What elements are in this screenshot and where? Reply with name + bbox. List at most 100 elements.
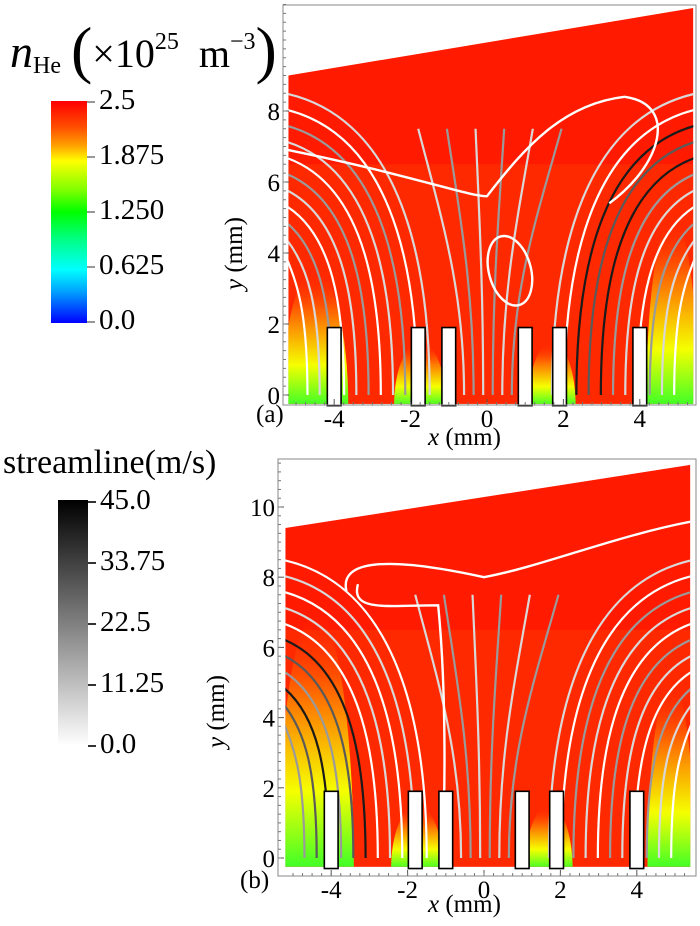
streamline-colorbar-title: streamline(m/s) — [3, 444, 217, 481]
streamline — [474, 128, 485, 396]
panel-a-low-density-region — [646, 217, 694, 404]
electrode — [514, 790, 530, 870]
streamline — [417, 128, 466, 396]
streamline — [648, 220, 694, 396]
density-colorbar-tick-label: 1.250 — [99, 194, 165, 226]
density-colorbar-tick-mark — [87, 266, 95, 268]
density-symbol: n — [10, 26, 33, 77]
streamline-colorbar-tick-label: 22.5 — [100, 606, 151, 638]
streamline-colorbar-tick-label: 11.25 — [100, 667, 165, 699]
y-tick-label: 4 — [268, 241, 281, 268]
streamline-colorbar-tick-mark — [88, 623, 96, 625]
streamline — [670, 717, 691, 859]
y-tick-label: 6 — [263, 635, 276, 662]
streamline — [285, 590, 404, 859]
streamline-colorbar-tick-mark — [88, 501, 96, 503]
streamline — [288, 188, 358, 396]
electrode — [326, 326, 342, 407]
streamline-colorbar-tick-mark — [88, 562, 96, 564]
streamline — [285, 637, 367, 859]
streamline — [660, 236, 694, 396]
streamline — [596, 621, 691, 859]
panel-a-frame — [282, 4, 697, 406]
streamline — [608, 637, 691, 859]
y-tick-label: 10 — [250, 495, 275, 522]
density-unit-exponent: −3 — [229, 28, 256, 55]
panel-a-tag: (a) — [256, 401, 284, 428]
streamline — [507, 594, 560, 859]
panel-b-frame — [277, 458, 697, 877]
streamline — [285, 558, 428, 859]
electrode — [410, 326, 426, 407]
streamline-colorbar-tick-mark — [88, 745, 96, 747]
x-tick-label: -4 — [321, 877, 342, 904]
panel-a-low-density-region — [394, 341, 447, 404]
streamline-recirculation — [288, 95, 659, 205]
streamline — [621, 653, 691, 859]
streamline — [488, 594, 503, 859]
y-tick-label: 6 — [268, 170, 281, 197]
x-tick-label: -4 — [324, 406, 345, 433]
panel-b-ylabel: y (mm) — [203, 675, 230, 748]
panel-b-tag: (b) — [240, 867, 270, 894]
density-unit: m — [198, 31, 230, 76]
electrode — [629, 790, 645, 870]
electrode — [438, 790, 454, 870]
streamline — [498, 594, 531, 859]
x-tick-label: -2 — [397, 877, 418, 904]
x-tick-label: -2 — [400, 406, 421, 433]
density-multiplier: ×10 — [92, 31, 155, 76]
density-exponent: 25 — [154, 28, 179, 55]
density-colorbar-tick-mark — [87, 321, 95, 323]
panel-b-low-density-region — [391, 805, 444, 867]
y-tick-label: 8 — [268, 99, 281, 126]
streamline — [645, 685, 691, 859]
density-colorbar-tick-mark — [87, 101, 95, 103]
panel-a-plot: -4 -2 0 2 4 0 2 4 6 8 — [268, 4, 697, 433]
panel-b-low-density-region — [647, 682, 691, 867]
streamline — [657, 701, 691, 859]
electrode — [323, 790, 339, 870]
y-tick-label: 4 — [263, 706, 276, 733]
streamline — [584, 605, 691, 859]
streamline — [288, 124, 407, 396]
streamline — [288, 236, 321, 396]
y-tick-label: 0 — [268, 383, 281, 410]
streamline-colorbar-tick-label: 45.0 — [100, 484, 151, 516]
panel-b-xlabel: x (mm) — [428, 891, 501, 918]
streamline-colorbar — [58, 500, 88, 746]
streamline — [285, 621, 379, 859]
density-colorbar-tick-label: 1.875 — [99, 139, 165, 171]
open-paren: ( — [70, 14, 93, 85]
streamline — [288, 252, 309, 396]
electrode — [551, 326, 568, 407]
density-colorbar-tick-label: 0.625 — [99, 249, 165, 281]
electrode — [441, 326, 457, 407]
streamline-recirculation — [344, 519, 691, 592]
panel-a-ylabel: y (mm) — [221, 217, 248, 290]
panel-b-low-density-region — [285, 612, 354, 867]
streamline — [575, 124, 694, 396]
streamline — [285, 653, 355, 859]
streamline-colorbar-tick-mark — [88, 684, 96, 686]
streamline — [471, 594, 482, 859]
electrode — [407, 790, 423, 870]
y-tick-label: 2 — [263, 776, 276, 803]
streamline-colorbar-tick-label: 0.0 — [100, 728, 137, 760]
panel-a-xlabel: x (mm) — [428, 424, 501, 451]
streamline — [673, 252, 694, 396]
x-tick-label: 4 — [634, 406, 647, 433]
streamline-colorbar-tick-label: 33.75 — [100, 545, 166, 577]
close-paren: ) — [255, 14, 277, 85]
density-colorbar-tick-mark — [87, 156, 95, 158]
streamline — [288, 92, 431, 396]
density-colorbar-tick-mark — [87, 211, 95, 213]
streamline — [501, 128, 534, 396]
streamline — [285, 717, 306, 859]
density-colorbar — [51, 101, 87, 323]
streamline — [285, 701, 318, 859]
x-tick-label: 4 — [631, 877, 644, 904]
streamline — [445, 128, 475, 396]
y-tick-label: 8 — [263, 565, 276, 592]
